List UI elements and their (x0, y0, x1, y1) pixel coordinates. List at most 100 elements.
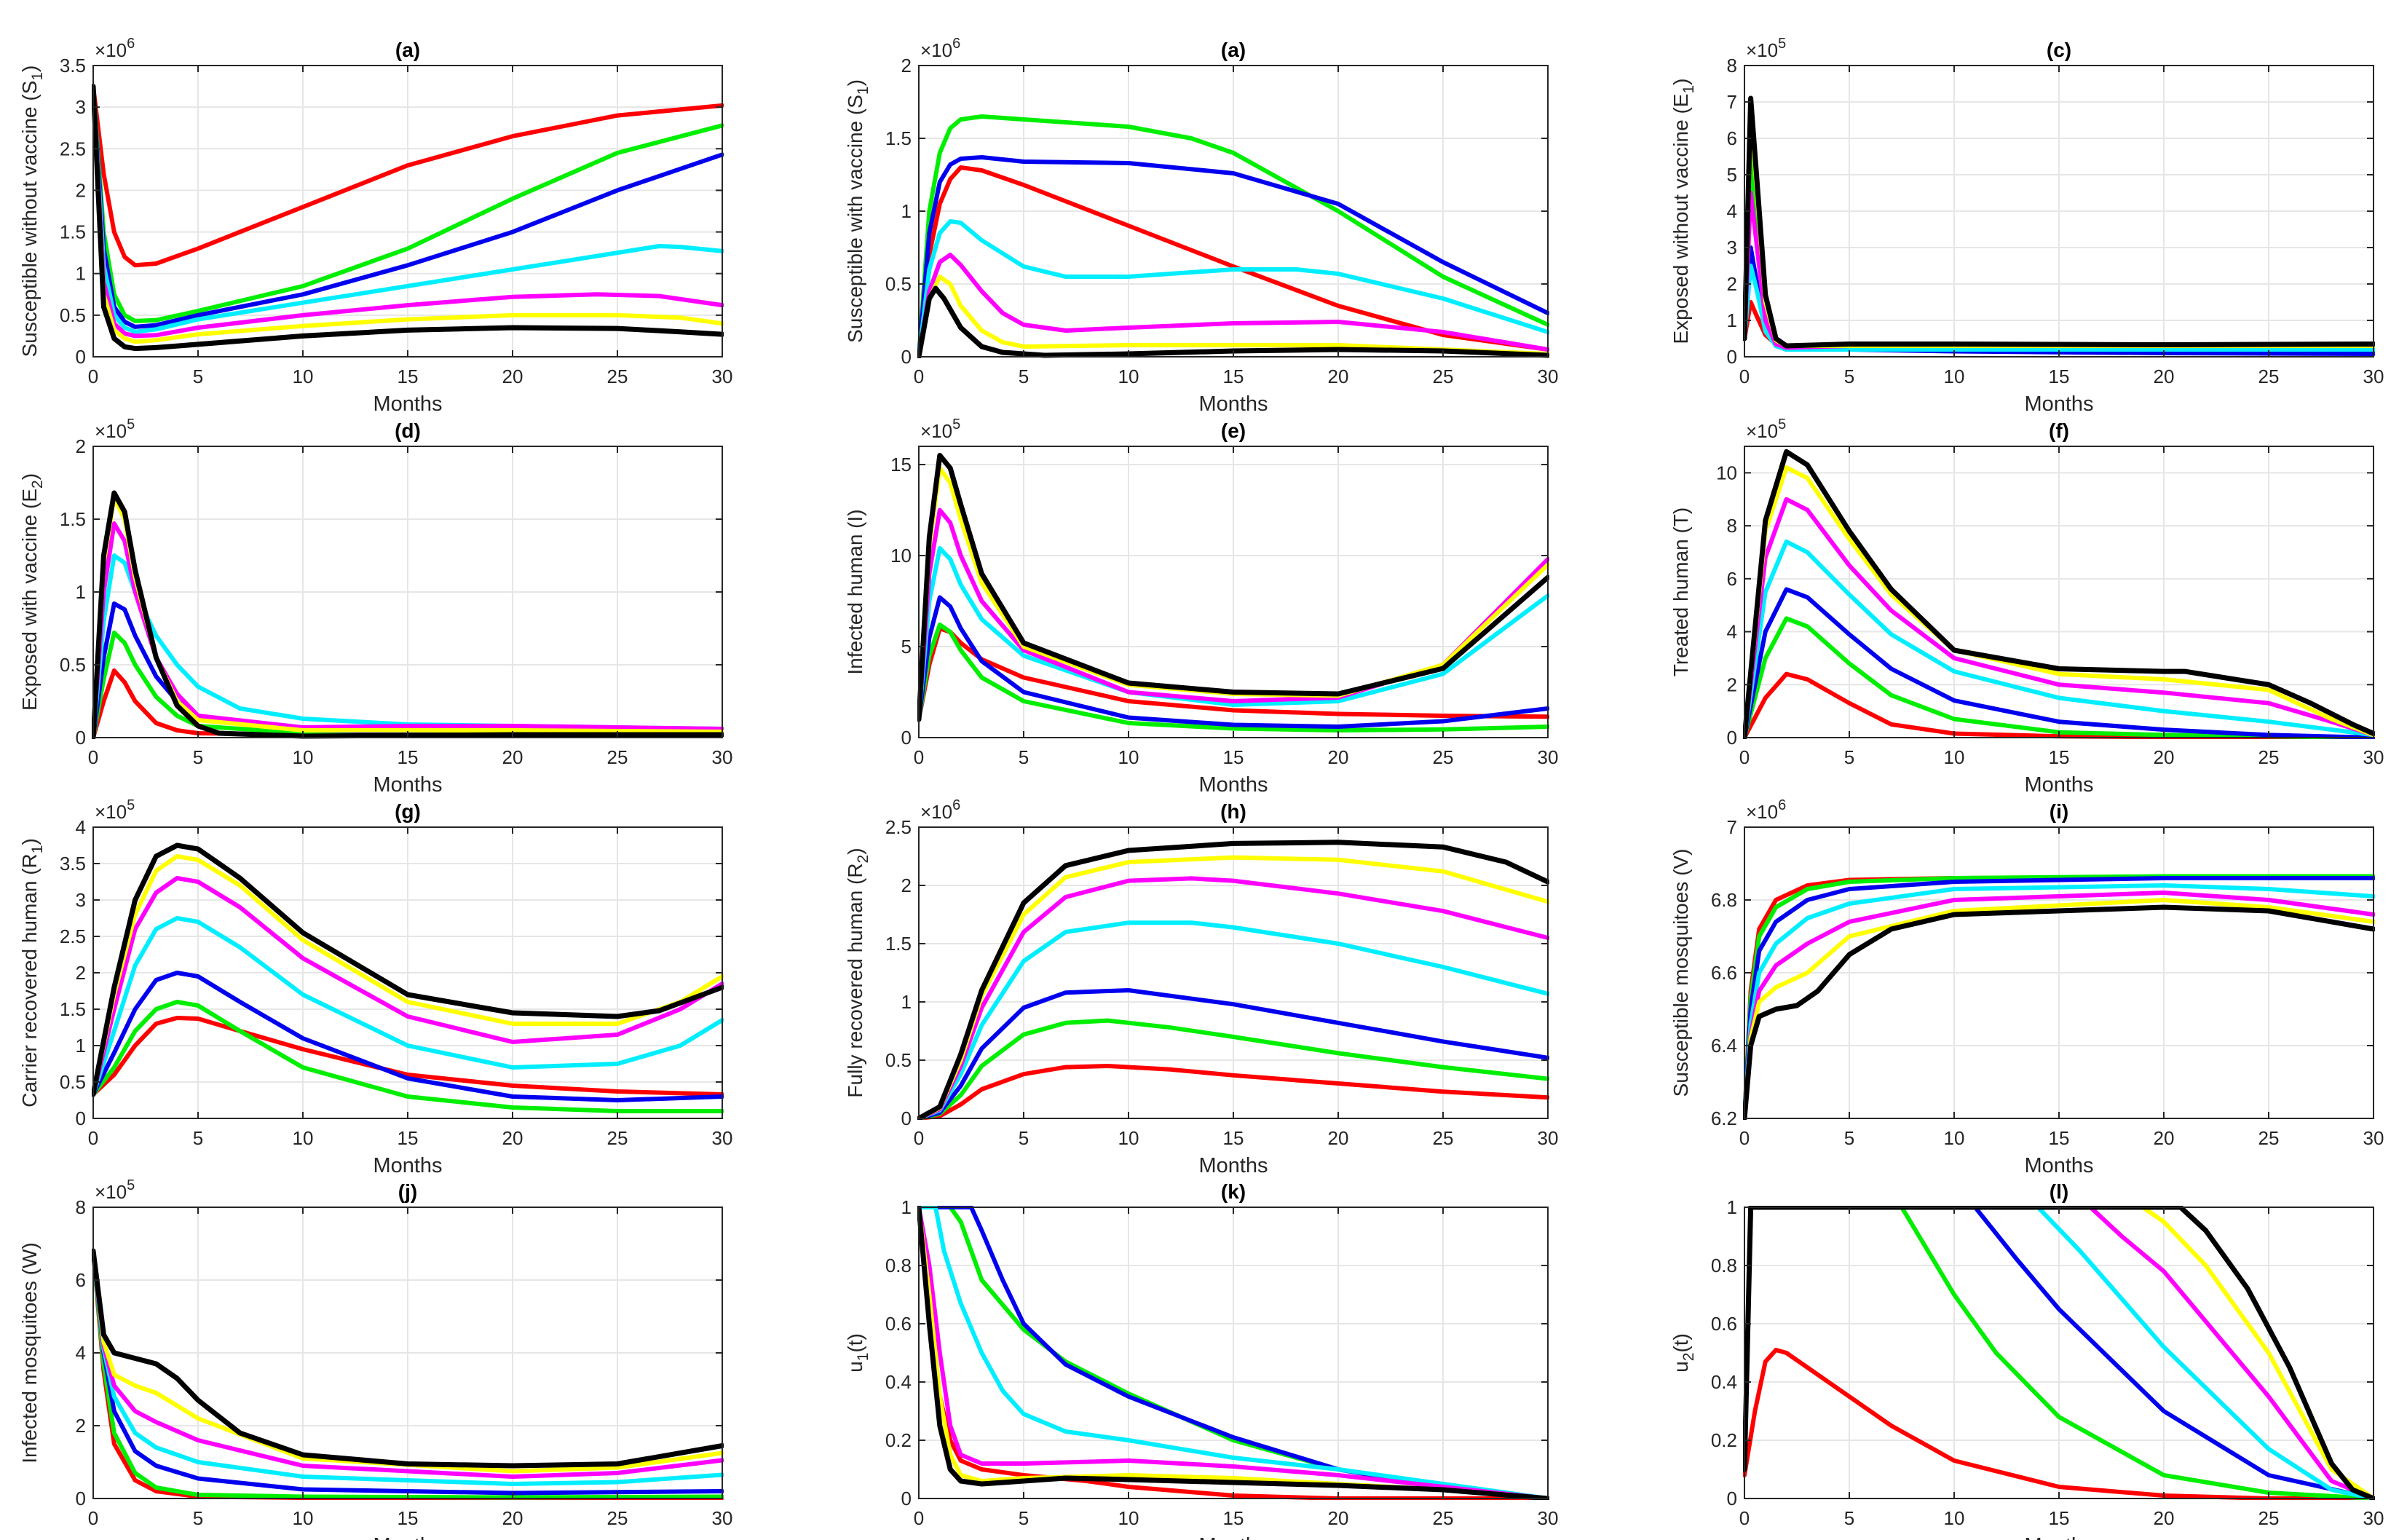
x-tick-label: 10 (1944, 1507, 1965, 1529)
chart-panel: 0 5 10 15 20 25 30 0 0.2 0.4 0.6 0.8 1 (l) Months u2(t) (1669, 1180, 2384, 1540)
x-tick-label: 20 (1328, 366, 1349, 387)
x-tick-label: 10 (1118, 746, 1139, 768)
x-tick-label: 25 (1433, 1507, 1454, 1529)
series-line (1743, 95, 2375, 349)
series-line (92, 971, 724, 1102)
y-tick-label: 6.4 (1711, 1035, 1737, 1057)
chart-title: (k) (1221, 1180, 1246, 1203)
y-tick-label: 0 (901, 1488, 912, 1509)
x-tick-label: 30 (1538, 366, 1559, 387)
y-tick-label: 7 (1727, 816, 1737, 838)
y-tick-label: 1 (76, 1035, 86, 1057)
y-tick-label: 15 (890, 454, 912, 475)
x-tick-label: 0 (1739, 1127, 1750, 1149)
y-tick-label: 0.5 (60, 654, 86, 676)
y-tick-label: 0.5 (885, 1049, 912, 1071)
series-line (92, 876, 724, 1097)
x-tick-label: 0 (1739, 366, 1750, 387)
x-tick-label: 25 (1433, 366, 1454, 387)
y-tick-label: 1 (901, 991, 912, 1013)
series-line (92, 521, 724, 739)
series-line (1743, 587, 2375, 739)
x-tick-label: 20 (1328, 1507, 1349, 1529)
x-axis-label: Months (2024, 773, 2093, 797)
series-line (917, 1206, 1549, 1500)
chart-panel: 0 5 10 15 20 25 30 0 5 10 15 ×105 (e) Months Infected … (844, 416, 1558, 797)
y-tick-label: 4 (1727, 621, 1737, 643)
y-tick-label: 0.4 (1711, 1371, 1737, 1393)
series-group (1743, 874, 2375, 1120)
x-axis-label: Months (2024, 392, 2093, 416)
x-tick-label: 0 (914, 1507, 924, 1529)
x-tick-label: 20 (1328, 1127, 1349, 1149)
x-tick-label: 5 (1019, 1507, 1029, 1529)
chart-title: (i) (2050, 800, 2068, 823)
y-tick-label: 8 (1727, 515, 1737, 537)
x-tick-label: 15 (2049, 366, 2070, 387)
y-tick-label: 1.5 (60, 221, 86, 243)
y-tick-label: 0 (76, 727, 86, 749)
y-tick-label: 4 (76, 816, 86, 838)
x-tick-label: 25 (607, 1127, 628, 1149)
y-tick-label: 1 (901, 1196, 912, 1218)
series-line (92, 490, 724, 739)
x-tick-label: 30 (712, 366, 733, 387)
y-tick-label: 2.5 (885, 816, 912, 838)
series-line (917, 1018, 1549, 1120)
y-tick-label: 6.6 (1711, 962, 1737, 984)
y-tick-label: 3.5 (60, 55, 86, 76)
series-line (92, 84, 724, 344)
y-tick-label: 1.5 (885, 127, 912, 149)
series-line (92, 842, 724, 1097)
chart-title: (f) (2049, 419, 2069, 442)
y-tick-label: 8 (1727, 55, 1737, 76)
x-tick-label: 5 (1844, 746, 1854, 768)
x-tick-label: 15 (2049, 1127, 2070, 1149)
x-tick-label: 25 (2258, 1127, 2280, 1149)
x-tick-label: 5 (193, 1127, 203, 1149)
x-tick-label: 25 (2258, 366, 2280, 387)
chart-title: (j) (398, 1180, 417, 1203)
x-tick-label: 15 (398, 1507, 419, 1529)
x-tick-label: 5 (1019, 746, 1029, 768)
y-tick-label: 2 (901, 874, 912, 896)
y-tick-label: 6 (76, 1269, 86, 1291)
y-tick-label: 0 (901, 727, 912, 749)
y-tick-label: 2.5 (60, 138, 86, 159)
x-tick-label: 15 (1223, 366, 1244, 387)
y-exponent-label: ×106 (920, 797, 960, 823)
series-line (92, 1000, 724, 1113)
y-tick-label: 1.5 (60, 998, 86, 1020)
series-line (917, 1206, 1549, 1500)
series-line (1743, 898, 2375, 1120)
series-group (917, 840, 1549, 1120)
x-tick-label: 10 (1944, 746, 1965, 768)
x-axis-label: Months (1198, 1154, 1268, 1177)
y-tick-label: 3.5 (60, 853, 86, 874)
x-tick-label: 25 (2258, 1507, 2280, 1529)
x-tick-label: 0 (88, 1127, 98, 1149)
series-line (1743, 876, 2375, 1120)
x-tick-label: 30 (2363, 366, 2384, 387)
y-tick-label: 1 (1727, 1196, 1737, 1218)
x-tick-label: 15 (2049, 1507, 2070, 1529)
x-tick-label: 20 (1328, 746, 1349, 768)
chart-title: (e) (1221, 419, 1246, 442)
x-tick-label: 20 (2154, 746, 2175, 768)
y-tick-label: 2 (76, 179, 86, 201)
y-exponent-label: ×105 (95, 1177, 135, 1203)
x-tick-label: 30 (2363, 746, 2384, 768)
x-tick-label: 0 (1739, 1507, 1750, 1529)
y-tick-label: 6.8 (1711, 889, 1737, 911)
x-tick-label: 0 (88, 746, 98, 768)
x-axis-label: Months (1198, 392, 1268, 416)
y-axis-label: Susceptible mosquitoes (V) (1669, 849, 1692, 1097)
series-line (92, 1249, 724, 1500)
x-tick-label: 5 (1019, 1127, 1029, 1149)
y-tick-label: 0.2 (1711, 1429, 1737, 1451)
y-axis-label: u2(t) (1669, 1333, 1697, 1373)
y-exponent-label: ×105 (1746, 416, 1786, 442)
y-tick-label: 2 (76, 962, 86, 984)
series-line (917, 1206, 1549, 1500)
y-tick-label: 0.5 (60, 1071, 86, 1093)
